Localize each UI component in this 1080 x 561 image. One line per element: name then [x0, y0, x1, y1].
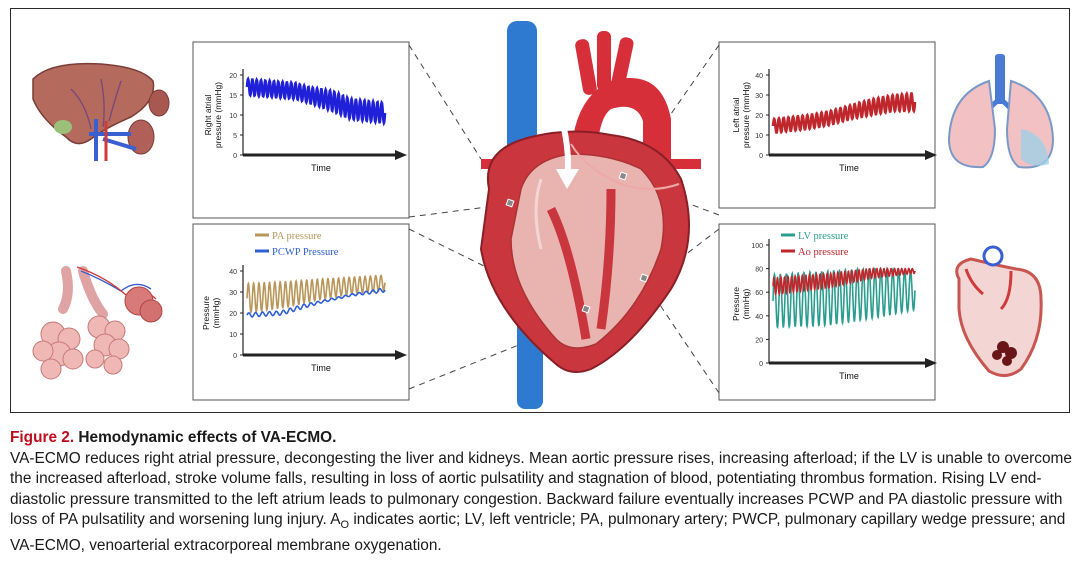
y-axis-label: Left atrial — [731, 97, 741, 132]
caption-subscript: O — [340, 519, 350, 532]
x-axis-label: Time — [311, 363, 331, 373]
x-axis-arrow-icon — [925, 358, 937, 368]
caption-label: Figure 2. — [10, 429, 75, 446]
chart-3: 0 10 20 30 40 Time Pressure (mmHg) PA pressure PC… — [192, 223, 410, 401]
caption-body: VA-ECMO reduces right atrial pressure, d… — [10, 449, 1072, 557]
y-tick-label: 80 — [755, 267, 763, 274]
y-tick-label: 60 — [755, 290, 763, 297]
y-axis-label: pressure (mmHg) — [213, 82, 223, 148]
legend-label: PA pressure — [272, 231, 322, 242]
y-tick-label: 10 — [229, 332, 237, 339]
chart-box — [192, 41, 410, 219]
legend-label: PCWP Pressure — [272, 247, 339, 258]
y-tick-label: 10 — [755, 133, 763, 140]
y-tick-label: 15 — [229, 93, 237, 100]
figure-panel: 0 5 10 15 20 Time Right atrial pressure (mmHg) 0… — [10, 8, 1070, 413]
x-axis-label: Time — [311, 163, 331, 173]
y-tick-label: 10 — [229, 113, 237, 120]
heart-thrombus-icon — [955, 245, 1043, 377]
y-tick-label: 0 — [233, 153, 237, 160]
series-line-ao-pressure — [772, 266, 916, 297]
caption-text-end: indicates aortic; LV, left ventricle; PA… — [10, 511, 1066, 555]
y-tick-label: 30 — [755, 93, 763, 100]
y-tick-label: 40 — [229, 269, 237, 276]
y-tick-label: 20 — [755, 337, 763, 344]
y-axis-label: Pressure — [731, 287, 741, 321]
x-axis-arrow-icon — [395, 350, 407, 360]
series-line-pcwp-pressure — [246, 287, 386, 318]
chart-box — [718, 223, 936, 401]
caption-title: Hemodynamic effects of VA-ECMO. — [78, 429, 337, 446]
y-axis-label: (mmHg) — [211, 297, 221, 328]
series-line-lv-pressure — [772, 266, 916, 330]
chart-box — [192, 223, 410, 401]
y-tick-label: 20 — [755, 113, 763, 120]
legend-label: Ao pressure — [798, 247, 849, 258]
chart-4: 0 20 40 60 80 100 Time Pressure (mmHg) LV pressur… — [718, 223, 937, 401]
alveoli-icon — [32, 266, 163, 380]
y-tick-label: 40 — [755, 314, 763, 321]
y-tick-label: 0 — [233, 353, 237, 360]
y-tick-label: 40 — [755, 73, 763, 80]
x-axis-arrow-icon — [395, 150, 407, 160]
y-tick-label: 0 — [759, 361, 763, 368]
chart-box — [718, 41, 936, 209]
y-tick-label: 100 — [751, 243, 763, 250]
y-axis-label: Right atrial — [203, 95, 213, 136]
heart-illustration — [479, 21, 701, 409]
y-axis-label: Pressure — [201, 296, 211, 330]
lungs-icon — [947, 54, 1055, 169]
y-axis-label: (mmHg) — [741, 288, 751, 319]
x-axis-label: Time — [839, 163, 859, 173]
figure-caption: Figure 2. Hemodynamic effects of VA-ECMO… — [10, 428, 1072, 557]
y-axis-label: pressure (mmHg) — [741, 82, 751, 148]
y-tick-label: 30 — [229, 290, 237, 297]
connector-line — [655, 298, 720, 394]
chart-1: 0 5 10 15 20 Time Right atrial pressure (mmHg) — [192, 41, 410, 219]
y-tick-label: 20 — [229, 311, 237, 318]
liver-kidney-icon — [32, 62, 170, 161]
heart-chambers — [510, 153, 665, 349]
y-tick-label: 0 — [759, 153, 763, 160]
series-line-pressure — [245, 75, 387, 127]
y-tick-label: 20 — [229, 73, 237, 80]
superior-vena-cava — [507, 21, 537, 161]
series-line-pa-pressure — [246, 274, 386, 314]
chart-2: 0 10 20 30 40 Time Left atrial pressure (mmHg) — [718, 41, 937, 209]
caption-text: VA-ECMO reduces right atrial pressure, d… — [10, 449, 1072, 529]
connector-line — [408, 44, 482, 160]
series-line-pressure — [771, 90, 917, 135]
x-axis-arrow-icon — [925, 150, 937, 160]
y-tick-label: 5 — [233, 133, 237, 140]
legend-label: LV pressure — [798, 231, 849, 242]
connector-line — [670, 196, 720, 216]
x-axis-label: Time — [839, 371, 859, 381]
